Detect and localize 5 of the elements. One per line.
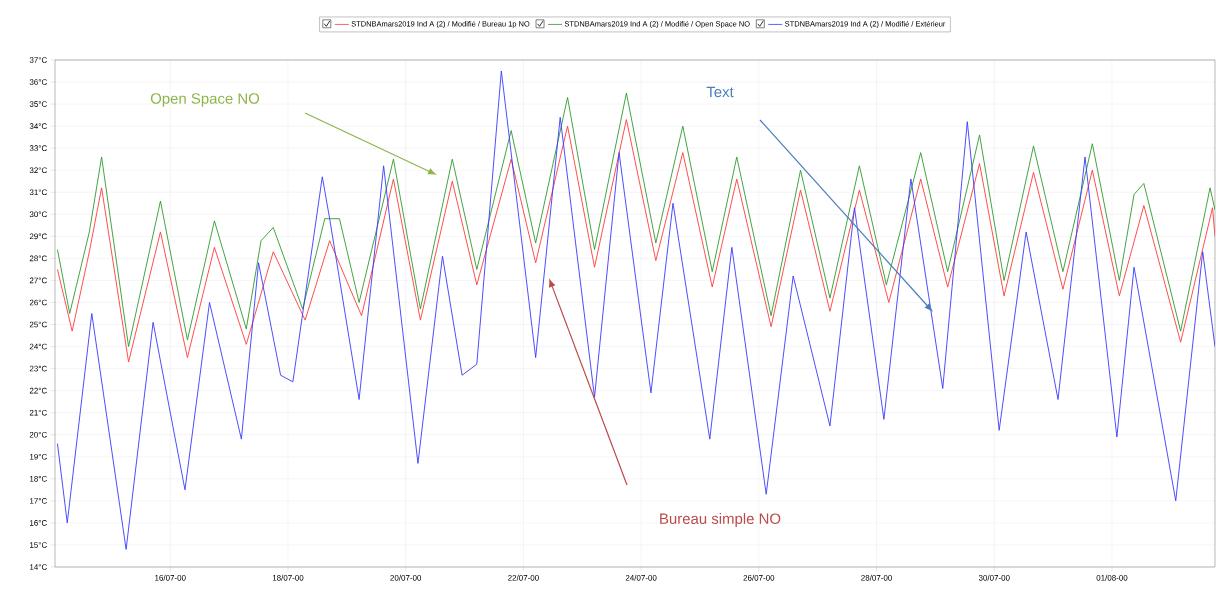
line-series	[57, 119, 1215, 363]
annotation: Bureau simple NO	[660, 513, 781, 527]
annotation: Open Space NO	[150, 93, 260, 107]
line-series	[57, 70, 1215, 550]
annotation: Text	[706, 86, 734, 98]
